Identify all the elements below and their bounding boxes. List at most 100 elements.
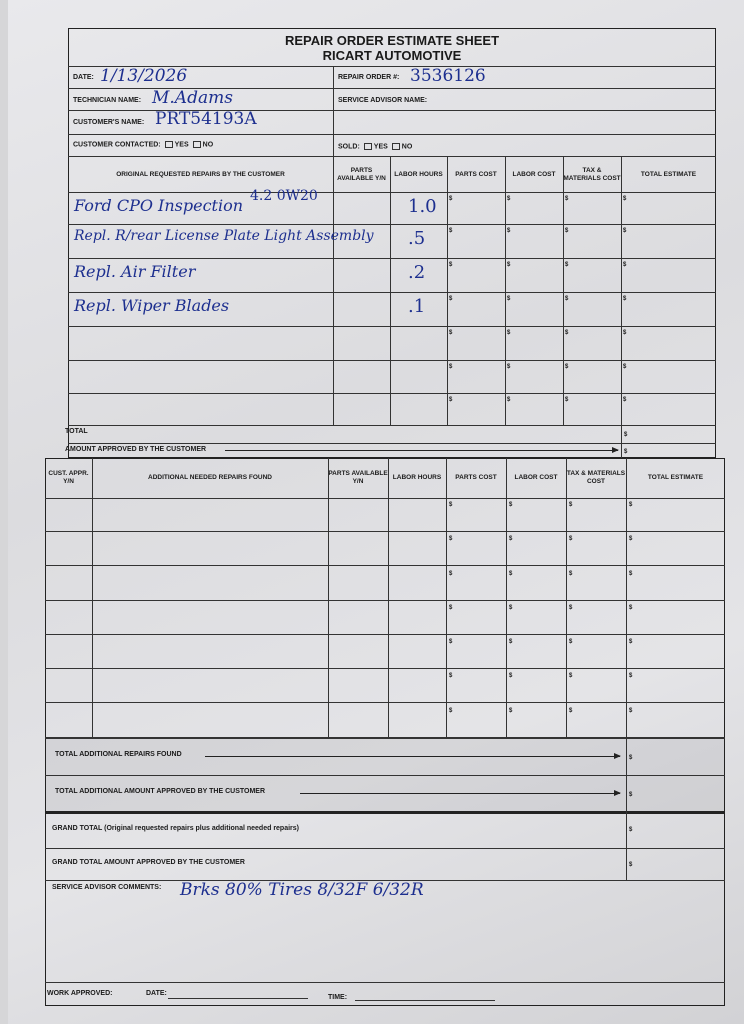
dollar-sign: $ — [629, 571, 633, 577]
column-header-customer-approved: CUST. APPR. Y/N — [48, 470, 89, 485]
contacted-no-checkbox[interactable] — [192, 141, 201, 148]
row-divider — [68, 443, 716, 444]
technician-field[interactable]: M.Adams — [152, 88, 233, 108]
column-header-labor-cost: LABOR COST — [514, 474, 558, 481]
yes-label: YES — [373, 143, 388, 151]
dollar-sign: $ — [507, 364, 511, 370]
dollar-sign: $ — [624, 432, 628, 438]
dollar-sign: $ — [629, 708, 633, 714]
dollar-sign: $ — [509, 605, 513, 611]
repair-description[interactable]: Ford CPO Inspection — [74, 196, 244, 215]
column-header-labor-hours: LABOR HOURS — [394, 170, 443, 178]
table-row[interactable] — [45, 532, 725, 566]
dollar-sign: $ — [569, 536, 573, 542]
dollar-sign: $ — [507, 397, 511, 403]
dollar-sign: $ — [623, 296, 627, 302]
dollar-sign: $ — [509, 708, 513, 714]
yes-label: YES — [174, 141, 189, 149]
column-divider — [390, 157, 391, 425]
date-label: DATE: — [73, 74, 94, 81]
labor-hours-value[interactable]: .2 — [408, 262, 426, 283]
row-divider — [68, 224, 716, 225]
work-approved-label: WORK APPROVED: — [47, 990, 113, 997]
dollar-sign: $ — [565, 296, 569, 302]
dollar-sign: $ — [507, 330, 511, 336]
sold: SOLD: YES NO — [338, 143, 412, 150]
dollar-sign: $ — [509, 571, 513, 577]
column-header-description: ORIGINAL REQUESTED REPAIRS BY THE CUSTOM… — [116, 170, 285, 178]
column-header-parts-available: PARTS AVAILABLE Y/N — [328, 470, 388, 485]
dollar-sign: $ — [629, 673, 633, 679]
dollar-sign: $ — [623, 228, 627, 234]
dollar-sign: $ — [629, 502, 633, 508]
dollar-sign: $ — [509, 673, 513, 679]
column-header-parts-cost: PARTS COST — [455, 474, 497, 481]
comments-label: SERVICE ADVISOR COMMENTS: — [52, 884, 162, 891]
row-divider — [68, 192, 716, 193]
dollar-sign: $ — [623, 330, 627, 336]
repair-description[interactable]: Repl. Air Filter — [74, 262, 196, 281]
column-divider — [333, 157, 334, 425]
dollar-sign: $ — [629, 862, 633, 868]
dollar-sign: $ — [449, 228, 453, 234]
column-header-labor-hours: LABOR HOURS — [392, 474, 442, 481]
column-header-parts-available: PARTS AVAILABLE Y/N — [337, 166, 386, 182]
dollar-sign: $ — [629, 755, 633, 761]
dollar-sign: $ — [569, 639, 573, 645]
dollar-sign: $ — [449, 364, 453, 370]
dollar-sign: $ — [507, 196, 511, 202]
sold-yes-checkbox[interactable] — [363, 143, 372, 150]
repair-description[interactable]: Repl. R/rear License Plate Light Assembl… — [74, 228, 374, 244]
dollar-sign: $ — [565, 330, 569, 336]
column-header-tax-materials: TAX & MATERIALS COST — [563, 166, 621, 182]
dollar-sign: $ — [565, 262, 569, 268]
customer-field[interactable]: PRT54193A — [155, 109, 257, 129]
contacted-yes-checkbox[interactable] — [164, 141, 173, 148]
labor-hours-value[interactable]: 1.0 — [408, 196, 437, 217]
table-row[interactable] — [45, 635, 725, 669]
comments-field[interactable]: Brks 80% Tires 8/32F 6/32R — [180, 880, 424, 900]
dollar-sign: $ — [449, 571, 453, 577]
date-field[interactable]: 1/13/2026 — [100, 66, 188, 86]
column-divider — [621, 157, 622, 425]
grand-total-approved-label: GRAND TOTAL AMOUNT APPROVED BY THE CUSTO… — [52, 859, 245, 866]
dollar-sign: $ — [629, 827, 633, 833]
labor-hours-value[interactable]: .5 — [408, 228, 426, 249]
column-divider — [446, 458, 447, 738]
column-header-tax-materials: TAX & MATERIALS COST — [566, 470, 626, 485]
customer-contacted: CUSTOMER CONTACTED: YES NO — [73, 141, 213, 148]
repair-note[interactable]: 4.2 0W20 — [250, 188, 318, 204]
sold-no-checkbox[interactable] — [391, 143, 400, 150]
dollar-sign: $ — [569, 502, 573, 508]
row-divider — [68, 326, 716, 327]
dollar-sign: $ — [449, 262, 453, 268]
sheet-title: REPAIR ORDER ESTIMATE SHEET — [284, 33, 500, 48]
dollar-sign: $ — [509, 536, 513, 542]
dollar-sign: $ — [629, 605, 633, 611]
dollar-sign: $ — [629, 536, 633, 542]
dollar-sign: $ — [565, 228, 569, 234]
column-header-parts-cost: PARTS COST — [455, 170, 497, 178]
repair-description[interactable]: Repl. Wiper Blades — [74, 296, 230, 315]
technician-label: TECHNICIAN NAME: — [73, 97, 142, 104]
table-row[interactable] — [45, 669, 725, 703]
table-row[interactable] — [45, 704, 725, 738]
column-divider — [506, 458, 507, 738]
repair-order-field[interactable]: 3536126 — [410, 66, 486, 86]
dollar-sign: $ — [624, 449, 628, 455]
labor-hours-value[interactable]: .1 — [408, 296, 426, 317]
service-advisor-label: SERVICE ADVISOR NAME: — [338, 97, 428, 104]
dollar-sign: $ — [629, 639, 633, 645]
repair-order-label: REPAIR ORDER #: — [338, 74, 400, 81]
dollar-sign: $ — [569, 571, 573, 577]
column-divider — [563, 157, 564, 425]
dollar-sign: $ — [569, 605, 573, 611]
dollar-sign: $ — [623, 397, 627, 403]
table-row[interactable] — [45, 498, 725, 532]
table-row[interactable] — [45, 567, 725, 601]
contacted-label: CUSTOMER CONTACTED: — [73, 141, 161, 149]
column-divider — [447, 157, 448, 425]
table-row[interactable] — [45, 601, 725, 635]
dollar-sign: $ — [449, 296, 453, 302]
dollar-sign: $ — [509, 502, 513, 508]
